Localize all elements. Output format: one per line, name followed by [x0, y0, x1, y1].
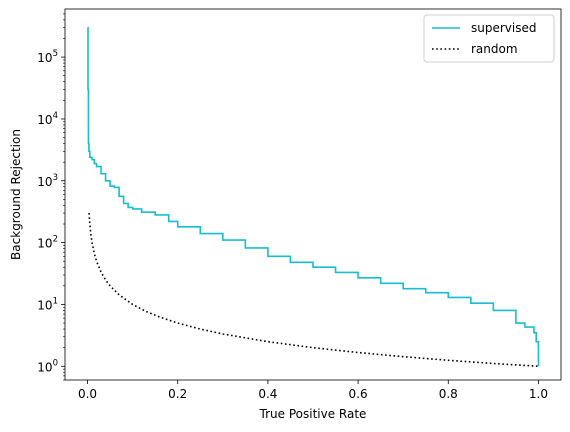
x-tick-label: 0.8: [439, 387, 458, 401]
x-tick-label: 0.4: [258, 387, 277, 401]
series-line-random: [88, 213, 539, 368]
y-axis-label: Background Rejection: [9, 129, 23, 260]
y-tick-label: 104: [37, 111, 58, 127]
y-axis-ticks: 100 101 102 103 104 105: [37, 13, 65, 381]
legend-label-supervised: supervised: [471, 21, 536, 35]
y-tick-label: 100: [37, 358, 58, 374]
x-axis-label: True Positive Rate: [259, 407, 367, 421]
x-tick-label: 0.2: [168, 387, 187, 401]
x-tick-label: 1.0: [529, 387, 548, 401]
y-tick-label: 101: [37, 296, 58, 312]
legend-label-random: random: [471, 42, 518, 56]
y-tick-label: 102: [37, 235, 58, 251]
x-axis-ticks: 0.0 0.2 0.4 0.6 0.8 1.0: [78, 380, 548, 401]
legend: supervised random: [423, 14, 555, 63]
y-tick-label: 105: [37, 49, 58, 65]
plot-area: [64, 8, 562, 381]
legend-box: [423, 14, 555, 63]
y-tick-label: 103: [37, 173, 58, 189]
series-layer: [87, 26, 540, 368]
x-tick-label: 0.0: [78, 387, 97, 401]
x-tick-label: 0.6: [349, 387, 368, 401]
series-line-supervised: [87, 26, 540, 367]
